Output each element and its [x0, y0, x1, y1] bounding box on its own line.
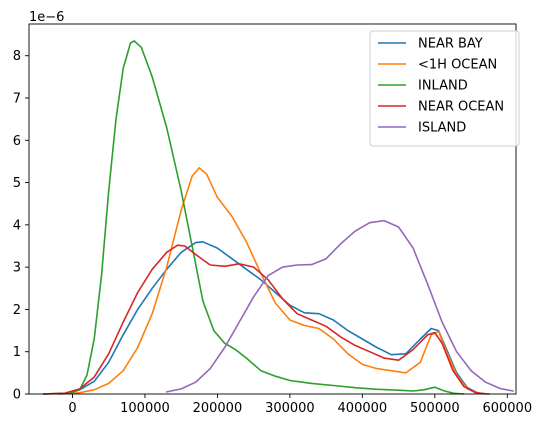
y-tick-label: 6 — [13, 134, 21, 149]
x-tick-label: 400000 — [338, 401, 388, 416]
y-offset-label: 1e−6 — [29, 10, 64, 25]
legend-label-1: NEAR BAY — [418, 37, 483, 52]
x-tick-label: 600000 — [482, 401, 532, 416]
x-tick-label: 200000 — [193, 401, 243, 416]
y-tick-label: 1 — [13, 345, 21, 360]
legend-label-4: NEAR OCEAN — [418, 100, 504, 115]
axes-layer: 0 100000 200000 300000 400000 500000 600000 0 1 2… — [13, 23, 532, 416]
series-line-3 — [57, 40, 465, 395]
legend-label-2: <1H OCEAN — [418, 58, 497, 73]
y-tick-label: 8 — [13, 49, 21, 64]
y-tick-label: 3 — [13, 261, 21, 276]
y-tick-label: 5 — [13, 176, 21, 191]
x-tick-label: 100000 — [120, 401, 170, 416]
legend: NEAR BAY <1H OCEAN INLAND NEAR OCEAN ISLAND — [369, 30, 520, 147]
series-line-5 — [165, 219, 514, 393]
legend-label-3: INLAND — [418, 79, 468, 94]
legend-label-5: ISLAND — [418, 121, 466, 136]
x-tick-label: 500000 — [410, 401, 460, 416]
y-tick-label: 2 — [13, 303, 21, 318]
series-line-1 — [42, 241, 490, 395]
x-tick-label: 300000 — [265, 401, 315, 416]
plot-frame — [28, 23, 517, 395]
series-line-4 — [42, 244, 487, 395]
series-layer — [42, 40, 514, 395]
legend-box — [369, 30, 520, 147]
y-tick-label: 4 — [13, 218, 21, 233]
y-tick-label: 0 — [13, 388, 21, 403]
y-tick-label: 7 — [13, 92, 21, 107]
x-tick-label: 0 — [68, 401, 76, 416]
